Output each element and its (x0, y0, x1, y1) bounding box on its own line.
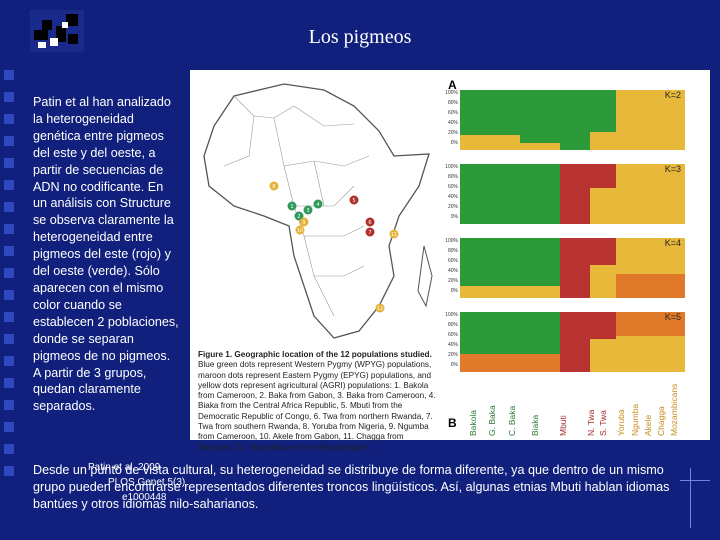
y-tick: 100% (445, 164, 458, 170)
y-tick: 40% (447, 342, 458, 348)
pop-label-g-baka: G. Baka (487, 405, 497, 436)
y-ticks-k3: 100% 80% 60% 40% 20% 0% (438, 164, 458, 224)
pop-label-akele: Akele (643, 414, 653, 436)
svg-text:3: 3 (306, 208, 309, 214)
pop-label-chagga: Chagga (656, 406, 666, 436)
y-tick: 40% (447, 120, 458, 126)
pop-label-bakola: Bakola (468, 410, 478, 436)
y-tick: 0% (450, 362, 458, 368)
y-tick: 20% (447, 130, 458, 136)
pop-label-mozambicans: Mozambicans (669, 383, 679, 436)
structure-plots: K=2 K=3 K=4 K=5 100% 80% 60% 40% 20% 0% … (445, 90, 685, 380)
y-tick: 100% (445, 312, 458, 318)
pop-label-s-twa: S. Twa (598, 410, 608, 436)
africa-map: 1 2 3 4 5 6 7 8 9 10 11 12 (203, 83, 433, 339)
y-tick: 80% (447, 100, 458, 106)
marker-7: 7 (365, 227, 375, 237)
pop-label-mbuti: Mbuti (558, 415, 568, 436)
citation-line-3: e1000448 (122, 492, 167, 503)
y-tick: 40% (447, 194, 458, 200)
citation-line-2: PLOS Genet 5(3) (108, 477, 186, 488)
y-tick: 60% (447, 110, 458, 116)
y-tick: 0% (450, 140, 458, 146)
marker-12: 12 (375, 303, 385, 313)
slide-title: Los pigmeos (308, 26, 412, 48)
y-tick: 60% (447, 258, 458, 264)
panel-k4 (460, 238, 685, 298)
panel-k5 (460, 312, 685, 372)
marker-2: 2 (294, 211, 304, 221)
body-text: Patin et al han analizado la heterogenei… (33, 95, 179, 414)
marker-9: 9 (299, 217, 309, 227)
logo-icon (30, 10, 84, 52)
pop-label-yoruba: Yoruba (616, 409, 626, 436)
marker-6: 6 (365, 217, 375, 227)
figure-caption: Figure 1. Geographic location of the 12 … (198, 350, 438, 453)
bottom-text: Desde un punto de vista cultural, su het… (33, 463, 670, 511)
marker-11: 11 (389, 229, 399, 239)
svg-text:12: 12 (377, 306, 383, 312)
panel-k2 (460, 90, 685, 150)
y-tick: 100% (445, 238, 458, 244)
y-tick: 80% (447, 322, 458, 328)
svg-text:7: 7 (368, 230, 371, 236)
pop-label-ngumba: Ngumba (630, 403, 640, 436)
marker-4: 4 (313, 199, 323, 209)
y-tick: 0% (450, 214, 458, 220)
y-tick: 40% (447, 268, 458, 274)
svg-text:9: 9 (302, 220, 305, 226)
corner-decoration-h (680, 480, 710, 481)
corner-decoration (690, 468, 691, 528)
svg-text:10: 10 (297, 228, 303, 234)
citation-line-1: Patin et al. 2009 (88, 462, 161, 473)
marker-3: 3 (303, 205, 313, 215)
y-ticks-k5: 100% 80% 60% 40% 20% 0% (438, 312, 458, 372)
panel-b-label: B (448, 416, 457, 430)
svg-text:5: 5 (352, 198, 355, 204)
y-tick: 20% (447, 352, 458, 358)
caption-title: Figure 1. Geographic location of the 12 … (198, 350, 432, 359)
k4-label: K=4 (664, 238, 681, 248)
marker-8: 8 (269, 181, 279, 191)
svg-text:6: 6 (368, 220, 371, 226)
marker-1: 1 (287, 201, 297, 211)
panel-k3 (460, 164, 685, 224)
svg-text:11: 11 (391, 232, 397, 238)
k3-label: K=3 (664, 164, 681, 174)
left-decoration (0, 60, 22, 500)
pop-label-c-baka: C. Baka (507, 405, 517, 436)
y-tick: 20% (447, 204, 458, 210)
y-tick: 60% (447, 184, 458, 190)
y-tick: 100% (445, 90, 458, 96)
y-tick: 80% (447, 174, 458, 180)
population-labels: Bakola G. Baka C. Baka Biaka Mbuti N. Tw… (460, 378, 685, 436)
pop-label-n-twa: N. Twa (586, 409, 596, 436)
marker-10: 10 (295, 225, 305, 235)
pop-label-biaka: Biaka (530, 414, 540, 436)
k5-label: K=5 (664, 312, 681, 322)
svg-text:2: 2 (297, 214, 300, 220)
y-tick: 0% (450, 288, 458, 294)
y-tick: 20% (447, 278, 458, 284)
svg-text:1: 1 (290, 204, 293, 210)
figure: 1 2 3 4 5 6 7 8 9 10 11 12 A Figure 1. G… (190, 70, 710, 452)
marker-5: 5 (349, 195, 359, 205)
svg-text:4: 4 (316, 202, 319, 208)
panel-a-label: A (448, 78, 457, 92)
k2-label: K=2 (664, 90, 681, 100)
caption-body: Blue green dots represent Western Pygmy … (198, 360, 436, 452)
y-tick: 80% (447, 248, 458, 254)
y-tick: 60% (447, 332, 458, 338)
y-ticks-k4: 100% 80% 60% 40% 20% 0% (438, 238, 458, 298)
svg-text:8: 8 (272, 184, 275, 190)
y-ticks-k2: 100% 80% 60% 40% 20% 0% (438, 90, 458, 150)
